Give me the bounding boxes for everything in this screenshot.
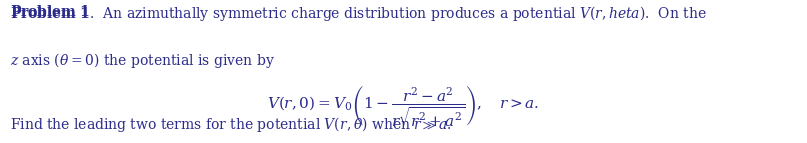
Text: $V(r,0) = V_0\left(1 - \dfrac{r^2 - a^2}{r\sqrt{r^2 + a^2}}\right),\quad r > a.$: $V(r,0) = V_0\left(1 - \dfrac{r^2 - a^2}… — [267, 83, 540, 129]
Text: $\mathbf{Problem\ 1}$.  An azimuthally symmetric charge distribution produces a : $\mathbf{Problem\ 1}$. An azimuthally sy… — [10, 4, 706, 23]
Text: Find the leading two terms for the potential $V(r,\theta)$ when $r \gg a$.: Find the leading two terms for the poten… — [10, 115, 451, 134]
Text: $z$ axis $(\theta = 0)$ the potential is given by: $z$ axis $(\theta = 0)$ the potential is… — [10, 51, 274, 70]
Text: $\bf{Problem\ 1}$: $\bf{Problem\ 1}$ — [10, 4, 90, 19]
